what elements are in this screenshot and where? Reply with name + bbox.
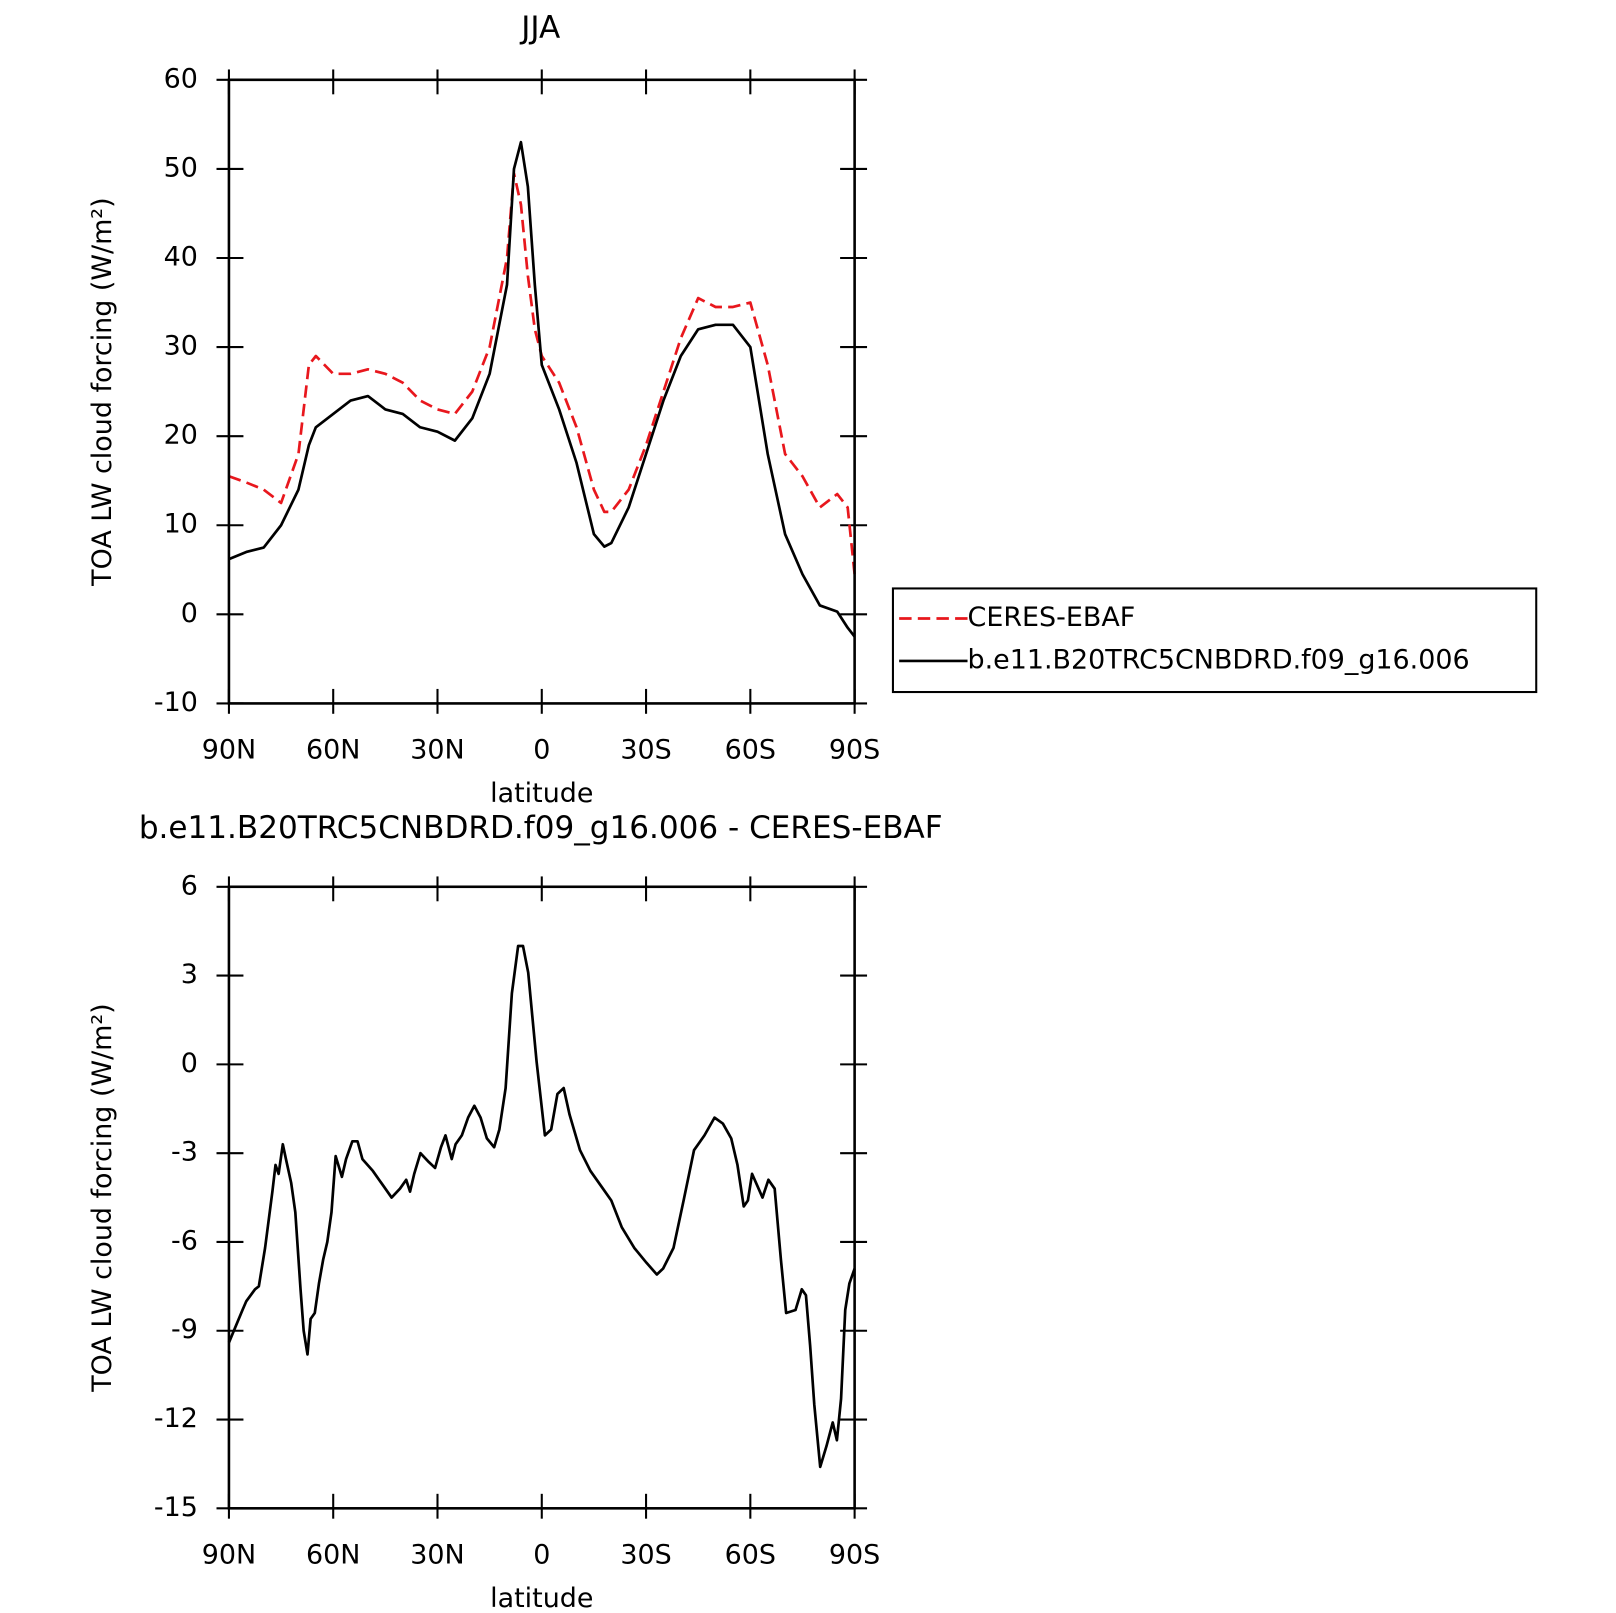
y-tick-label: 6 [181, 870, 198, 901]
x-tick-label: 60N [306, 735, 360, 766]
data-line [228, 140, 856, 638]
legend-box [891, 587, 1538, 694]
x-tick-label: 0 [533, 1539, 550, 1570]
y-tick-label: -3 [171, 1137, 198, 1168]
x-tick-label: 90S [829, 1539, 880, 1570]
y-tick-label: -12 [154, 1403, 198, 1434]
chart-title: JJA [519, 10, 560, 46]
x-tick-label: 60S [725, 735, 776, 766]
y-axis-label: TOA LW cloud forcing (W/m²) [87, 1003, 118, 1392]
plot-frame [227, 885, 856, 1510]
x-axis-label: latitude [490, 1583, 593, 1613]
y-tick-label: 50 [164, 152, 198, 183]
y-tick-label: 3 [181, 959, 198, 990]
y-tick-label: -9 [171, 1314, 198, 1345]
x-tick-label: 90N [202, 735, 256, 766]
x-tick-label: 60S [725, 1539, 776, 1570]
y-axis-label: TOA LW cloud forcing (W/m²) [87, 197, 118, 586]
y-tick-label: -6 [171, 1225, 198, 1256]
x-tick-label: 30S [620, 1539, 671, 1570]
plot-frame [227, 78, 856, 705]
y-tick-label: 20 [164, 420, 198, 451]
x-tick-label: 30S [620, 735, 671, 766]
x-tick-label: 90N [202, 1539, 256, 1570]
chart-title: b.e11.B20TRC5CNBDRD.f09_g16.006 - CERES-… [139, 810, 943, 846]
y-tick-label: -15 [154, 1492, 198, 1523]
y-tick-label: -10 [154, 687, 198, 718]
x-tick-label: 0 [533, 735, 550, 766]
data-line [228, 172, 856, 575]
data-line [227, 944, 856, 1469]
legend-label: b.e11.B20TRC5CNBDRD.f09_g16.006 [968, 644, 1470, 675]
x-tick-label: 60N [306, 1539, 360, 1570]
y-tick-label: 30 [164, 331, 198, 362]
x-tick-label: 90S [829, 735, 880, 766]
x-tick-label: 30N [410, 735, 464, 766]
y-tick-label: 40 [164, 241, 198, 272]
y-tick-label: 0 [181, 1048, 198, 1079]
x-axis-label: latitude [490, 778, 593, 809]
y-tick-label: 10 [164, 509, 198, 540]
y-tick-label: 0 [181, 598, 198, 629]
y-tick-label: 60 [164, 63, 198, 94]
legend-label: CERES-EBAF [968, 602, 1136, 633]
x-tick-label: 30N [410, 1539, 464, 1570]
